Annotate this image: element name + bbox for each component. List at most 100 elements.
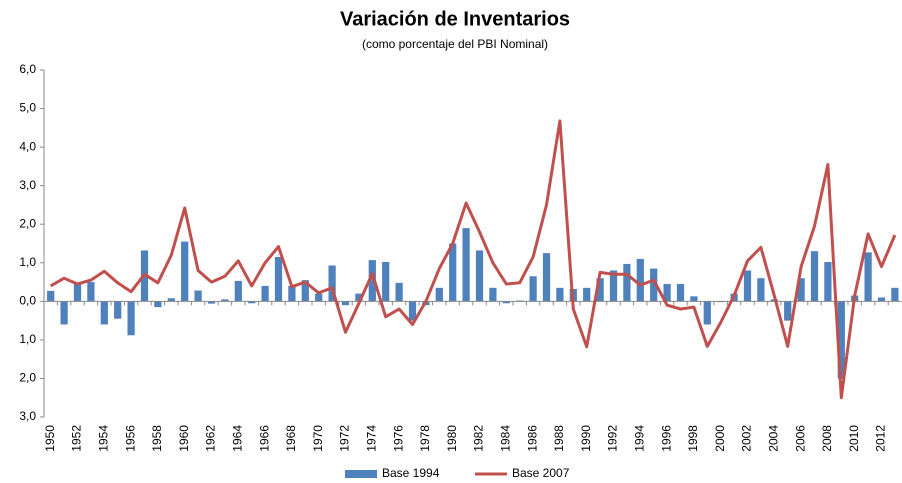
bar — [690, 296, 698, 302]
x-tick-label: 1962 — [204, 425, 218, 452]
x-tick-label: 2006 — [793, 425, 807, 452]
x-tick-label: 2010 — [847, 425, 861, 452]
bar — [355, 293, 363, 302]
y-tick-label: 1,0 — [19, 332, 36, 346]
bar — [368, 260, 376, 302]
bar — [556, 287, 564, 302]
bar — [207, 301, 216, 304]
bar — [382, 262, 390, 302]
bar — [181, 241, 189, 302]
x-tick-label: 1982 — [472, 425, 486, 452]
bar — [127, 301, 135, 336]
x-tick-label: 1994 — [632, 425, 646, 452]
bar — [810, 251, 819, 302]
bar — [583, 287, 591, 302]
x-tick-label: 1998 — [686, 425, 700, 452]
bar — [73, 283, 82, 302]
x-tick-label: 1992 — [606, 425, 620, 452]
bar — [542, 253, 551, 302]
bar — [167, 298, 175, 302]
bar — [301, 280, 309, 302]
x-tick-label: 2004 — [766, 425, 780, 452]
x-tick-label: 1996 — [659, 425, 673, 452]
bar — [408, 301, 417, 321]
x-tick-label: 1980 — [445, 425, 459, 452]
bar — [703, 301, 711, 325]
bar — [248, 301, 256, 304]
bar — [891, 287, 899, 302]
bar — [877, 297, 886, 302]
x-tick-label: 2008 — [820, 425, 834, 452]
x-tick-label: 1988 — [552, 425, 566, 452]
bar — [114, 301, 122, 319]
bar — [221, 299, 229, 302]
bar — [435, 287, 443, 302]
bar — [837, 301, 845, 379]
bar — [623, 263, 631, 302]
y-tick-label: 0,0 — [19, 294, 36, 308]
bar — [797, 278, 805, 302]
bar — [596, 278, 604, 302]
chart-subtitle: (como porcentaje del PBI Nominal) — [362, 37, 548, 51]
chart-title: Variación de Inventarios — [340, 8, 570, 30]
x-tick-label: 1950 — [43, 425, 57, 452]
x-tick-label: 1990 — [579, 425, 593, 452]
bar — [462, 228, 470, 302]
bar — [784, 301, 792, 321]
bar — [315, 293, 323, 302]
y-tick-label: 3,0 — [19, 178, 36, 192]
y-tick-label: 4,0 — [19, 139, 36, 153]
bar — [489, 287, 497, 302]
bar — [650, 268, 658, 302]
bar — [395, 282, 403, 302]
bar — [328, 265, 336, 302]
bar — [449, 243, 457, 302]
bar — [288, 285, 296, 302]
x-tick-label: 1960 — [177, 425, 191, 452]
x-tick-label: 1970 — [311, 425, 325, 452]
x-tick-label: 1966 — [257, 425, 271, 452]
bar — [864, 252, 872, 302]
legend-swatch — [345, 470, 377, 478]
bar — [87, 282, 95, 302]
bar — [743, 270, 752, 302]
x-tick-label: 1984 — [498, 425, 512, 452]
x-tick-label: 1978 — [418, 425, 432, 452]
x-tick-label: 2000 — [713, 425, 727, 452]
line — [49, 119, 897, 400]
x-tick-label: 1968 — [284, 425, 298, 452]
x-tick-label: 1964 — [230, 425, 244, 452]
x-tick-label: 2012 — [874, 425, 888, 452]
y-tick-label: 5,0 — [19, 101, 36, 115]
y-tick-label: 6,0 — [19, 62, 36, 76]
x-tick-label: 1954 — [96, 425, 110, 452]
y-tick-label: 1,0 — [19, 255, 36, 269]
x-tick-label: 1986 — [525, 425, 539, 452]
bar — [47, 290, 55, 302]
bar — [502, 301, 510, 304]
y-tick-label: 3,0 — [19, 409, 36, 423]
bar — [274, 256, 283, 302]
x-tick-label: 1974 — [364, 425, 378, 452]
bar — [341, 301, 350, 306]
x-tick-label: 2002 — [740, 425, 754, 452]
x-tick-label: 1952 — [70, 425, 84, 452]
bar — [60, 301, 68, 325]
bar — [261, 285, 269, 302]
y-tick-label: 2,0 — [19, 216, 36, 230]
bar — [154, 301, 162, 308]
x-tick-label: 1976 — [391, 425, 405, 452]
legend-label: Base 1994 — [382, 466, 440, 480]
bar — [234, 280, 242, 302]
bar — [100, 301, 108, 325]
legend-label: Base 2007 — [512, 466, 570, 480]
bar — [663, 283, 671, 302]
bar — [676, 283, 685, 302]
bar — [194, 290, 202, 302]
bar — [824, 262, 832, 302]
bar — [529, 276, 537, 302]
x-tick-label: 1958 — [150, 425, 164, 452]
y-tick-label: 2,0 — [19, 371, 36, 385]
x-tick-label: 1972 — [338, 425, 352, 452]
